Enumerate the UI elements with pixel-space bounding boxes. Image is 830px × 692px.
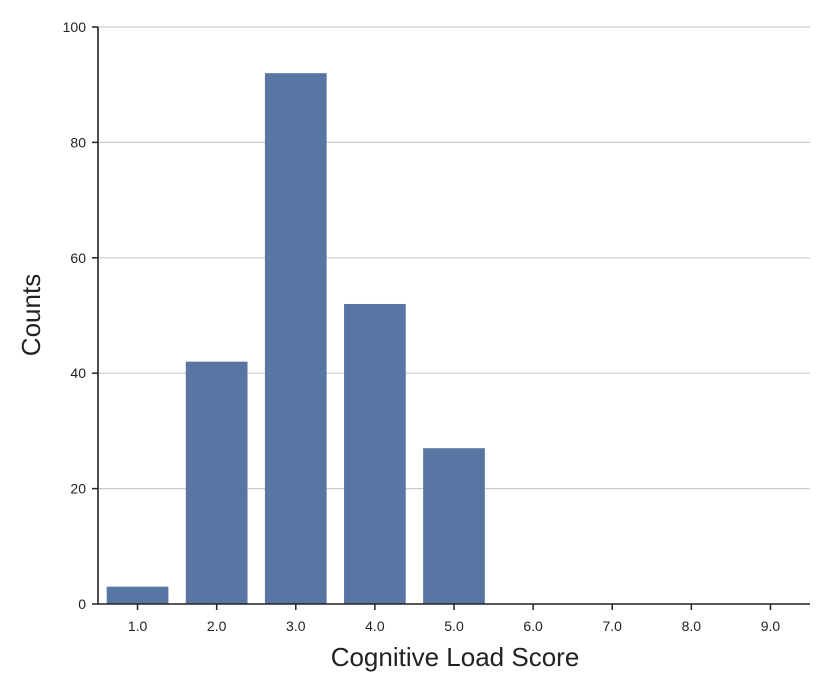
x-tick-label: 6.0 <box>523 618 543 634</box>
x-tick-label: 8.0 <box>682 618 702 634</box>
x-ticks: 1.0 2.0 3.0 4.0 5.0 6.0 7.0 8.0 9.0 <box>128 604 781 634</box>
x-tick-label: 9.0 <box>761 618 781 634</box>
y-tick-label: 20 <box>70 481 86 497</box>
x-axis-title: Cognitive Load Score <box>331 642 580 672</box>
y-ticks: 0 20 40 60 80 100 <box>63 19 98 612</box>
x-tick-label: 1.0 <box>128 618 148 634</box>
y-tick-label: 80 <box>70 134 86 150</box>
bar-1.0 <box>106 586 169 604</box>
y-tick-label: 40 <box>70 365 86 381</box>
y-axis-title: Counts <box>16 274 46 356</box>
bars <box>106 73 485 604</box>
bar-2.0 <box>185 361 248 604</box>
x-tick-label: 3.0 <box>286 618 306 634</box>
y-tick-label: 0 <box>78 596 86 612</box>
y-tick-label: 60 <box>70 250 86 266</box>
bar-3.0 <box>264 73 327 604</box>
bar-4.0 <box>344 303 406 604</box>
x-tick-label: 5.0 <box>444 618 464 634</box>
x-tick-label: 7.0 <box>602 618 622 634</box>
x-tick-label: 4.0 <box>365 618 385 634</box>
y-tick-label: 100 <box>63 19 87 35</box>
bar-5.0 <box>423 448 485 604</box>
x-tick-label: 2.0 <box>207 618 227 634</box>
